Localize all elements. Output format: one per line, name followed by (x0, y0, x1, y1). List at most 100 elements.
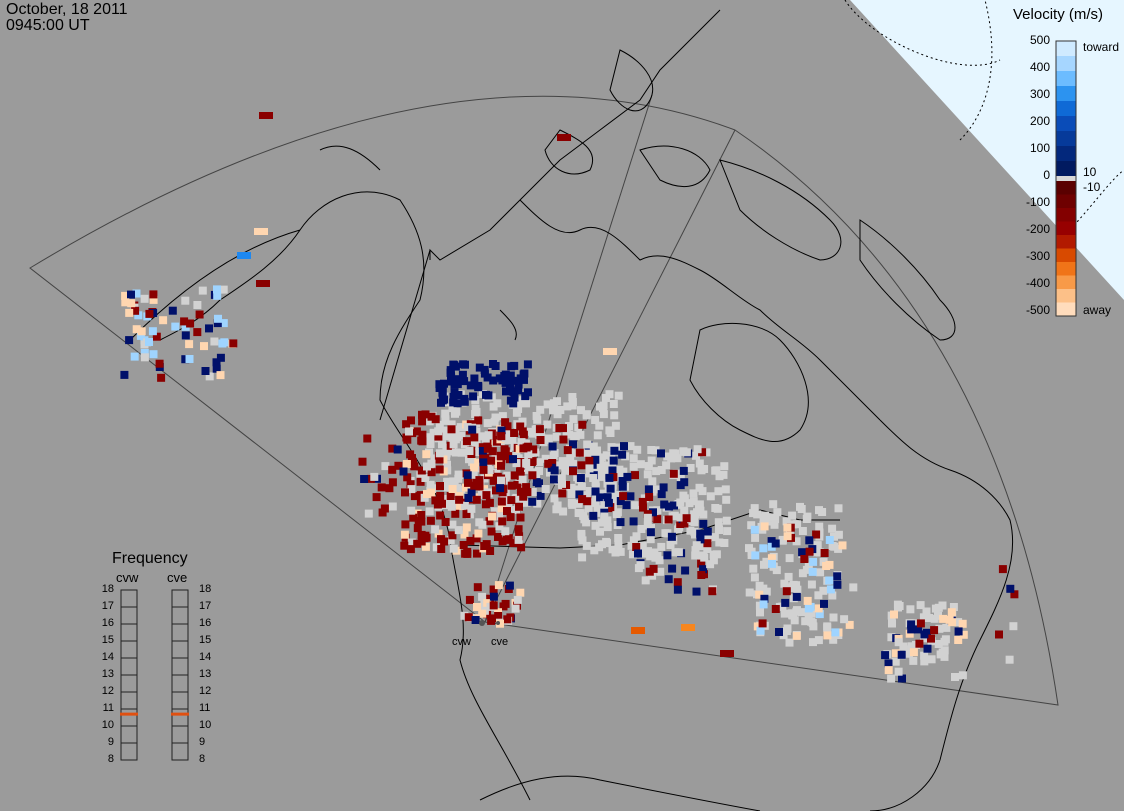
velocity-cell (699, 565, 708, 574)
velocity-cell (506, 384, 515, 393)
velocity-cell (828, 524, 837, 533)
velocity-cell (605, 426, 614, 435)
velocity-cell (131, 306, 140, 315)
velocity-cell (751, 533, 760, 542)
velocity-cell (845, 620, 854, 629)
velocity-cell (463, 471, 472, 480)
velocity-cell (585, 464, 594, 473)
velocity-cell (516, 398, 525, 406)
velocity-cell (402, 433, 411, 442)
velocity-cell (657, 542, 666, 551)
velocity-cell (441, 416, 450, 425)
velocity-cell (552, 432, 561, 441)
velocity-cell (523, 360, 532, 369)
velocity-cell (1005, 655, 1014, 664)
velocity-cell (796, 502, 804, 511)
velocity-cell (464, 478, 472, 487)
velocity-cell (409, 458, 417, 467)
velocity-cell (607, 451, 616, 460)
velocity-cell (521, 392, 530, 401)
velocity-cell (698, 448, 707, 457)
frequency-tick: 18 (101, 583, 114, 595)
colorbar-step (1056, 131, 1076, 146)
velocity-cell (927, 634, 935, 643)
velocity-cell (761, 511, 770, 520)
velocity-cell (463, 423, 472, 432)
velocity-cell (816, 568, 825, 577)
velocity-cell (198, 286, 207, 295)
frequency-tick: 18 (199, 583, 212, 595)
velocity-cell (582, 541, 591, 550)
velocity-cell (402, 460, 411, 468)
velocity-cell (455, 502, 464, 511)
velocity-cell (168, 306, 177, 315)
velocity-cell (201, 367, 210, 375)
velocity-cell (603, 493, 612, 502)
toward-label: toward (1083, 40, 1120, 54)
velocity-cell (473, 603, 481, 611)
velocity-cell (603, 539, 611, 548)
velocity-cell (503, 615, 512, 624)
velocity-cell (669, 469, 678, 478)
velocity-cell (532, 412, 541, 420)
velocity-cell (680, 506, 689, 515)
velocity-cell (460, 501, 469, 510)
velocity-cell (829, 635, 838, 644)
frequency-tick: 11 (199, 702, 211, 714)
velocity-cell (645, 567, 654, 576)
velocity-cell (513, 480, 522, 489)
velocity-cell (501, 418, 510, 427)
velocity-cell (905, 629, 914, 638)
velocity-cell (523, 488, 532, 496)
velocity-cell (614, 541, 623, 550)
velocity-cell (938, 601, 947, 610)
velocity-cell (470, 374, 479, 383)
velocity-cell (491, 413, 500, 422)
velocity-cell (828, 542, 837, 550)
velocity-cell (577, 482, 586, 491)
velocity-cell (778, 536, 787, 545)
velocity-cell (756, 608, 764, 617)
velocity-tick: -200 (1025, 222, 1050, 236)
velocity-cell (494, 533, 502, 541)
velocity-cell (385, 484, 394, 493)
velocity-cell (668, 564, 677, 573)
velocity-cell (438, 388, 447, 397)
site-label-cve: cve (491, 636, 509, 648)
velocity-cell (436, 482, 444, 490)
velocity-cell (715, 538, 724, 547)
velocity-cell (596, 471, 605, 480)
velocity-cell (489, 402, 498, 411)
velocity-cell (181, 355, 190, 364)
velocity-cell (801, 617, 810, 626)
velocity-cell (576, 430, 585, 439)
velocity-cell (790, 616, 799, 625)
velocity-cell (958, 619, 967, 628)
colorbar-step (1056, 235, 1076, 249)
velocity-cell (686, 464, 695, 472)
velocity-cell (792, 592, 801, 601)
velocity-cell (570, 485, 579, 494)
velocity-cell (703, 527, 712, 536)
velocity-cell (506, 513, 515, 522)
velocity-cell (410, 462, 419, 471)
velocity-cell (570, 449, 579, 458)
velocity-cell (750, 525, 759, 534)
velocity-cell (463, 549, 472, 558)
velocity-cell (435, 449, 444, 458)
velocity-cell (605, 473, 614, 482)
velocity-cell (898, 674, 906, 683)
colorbar-zero-band (1056, 176, 1076, 181)
velocity-cell (212, 364, 221, 373)
velocity-cell (429, 428, 438, 437)
velocity-cell (149, 295, 158, 304)
velocity-cell (125, 336, 134, 345)
velocity-cell (760, 560, 768, 569)
velocity-cell (421, 474, 430, 482)
velocity-cell (431, 525, 440, 534)
site-label-cvw: cvw (452, 636, 471, 648)
velocity-cell (427, 468, 436, 477)
velocity-cell (518, 427, 527, 436)
velocity-cell (484, 431, 493, 440)
velocity-cell (536, 436, 545, 444)
